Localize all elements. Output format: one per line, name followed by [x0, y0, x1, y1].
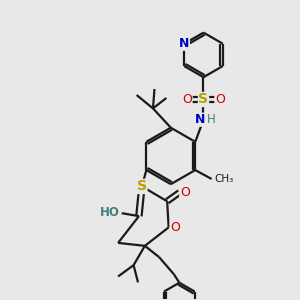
Text: H: H — [207, 113, 215, 126]
Text: O: O — [180, 186, 190, 199]
Text: CH₃: CH₃ — [214, 174, 233, 184]
Text: S: S — [137, 179, 147, 194]
Text: N: N — [195, 113, 206, 126]
Text: HO: HO — [100, 206, 120, 219]
Text: S: S — [199, 92, 208, 106]
Text: N: N — [179, 37, 189, 50]
Text: O: O — [215, 93, 225, 106]
Text: O: O — [170, 221, 180, 234]
Text: O: O — [182, 93, 192, 106]
